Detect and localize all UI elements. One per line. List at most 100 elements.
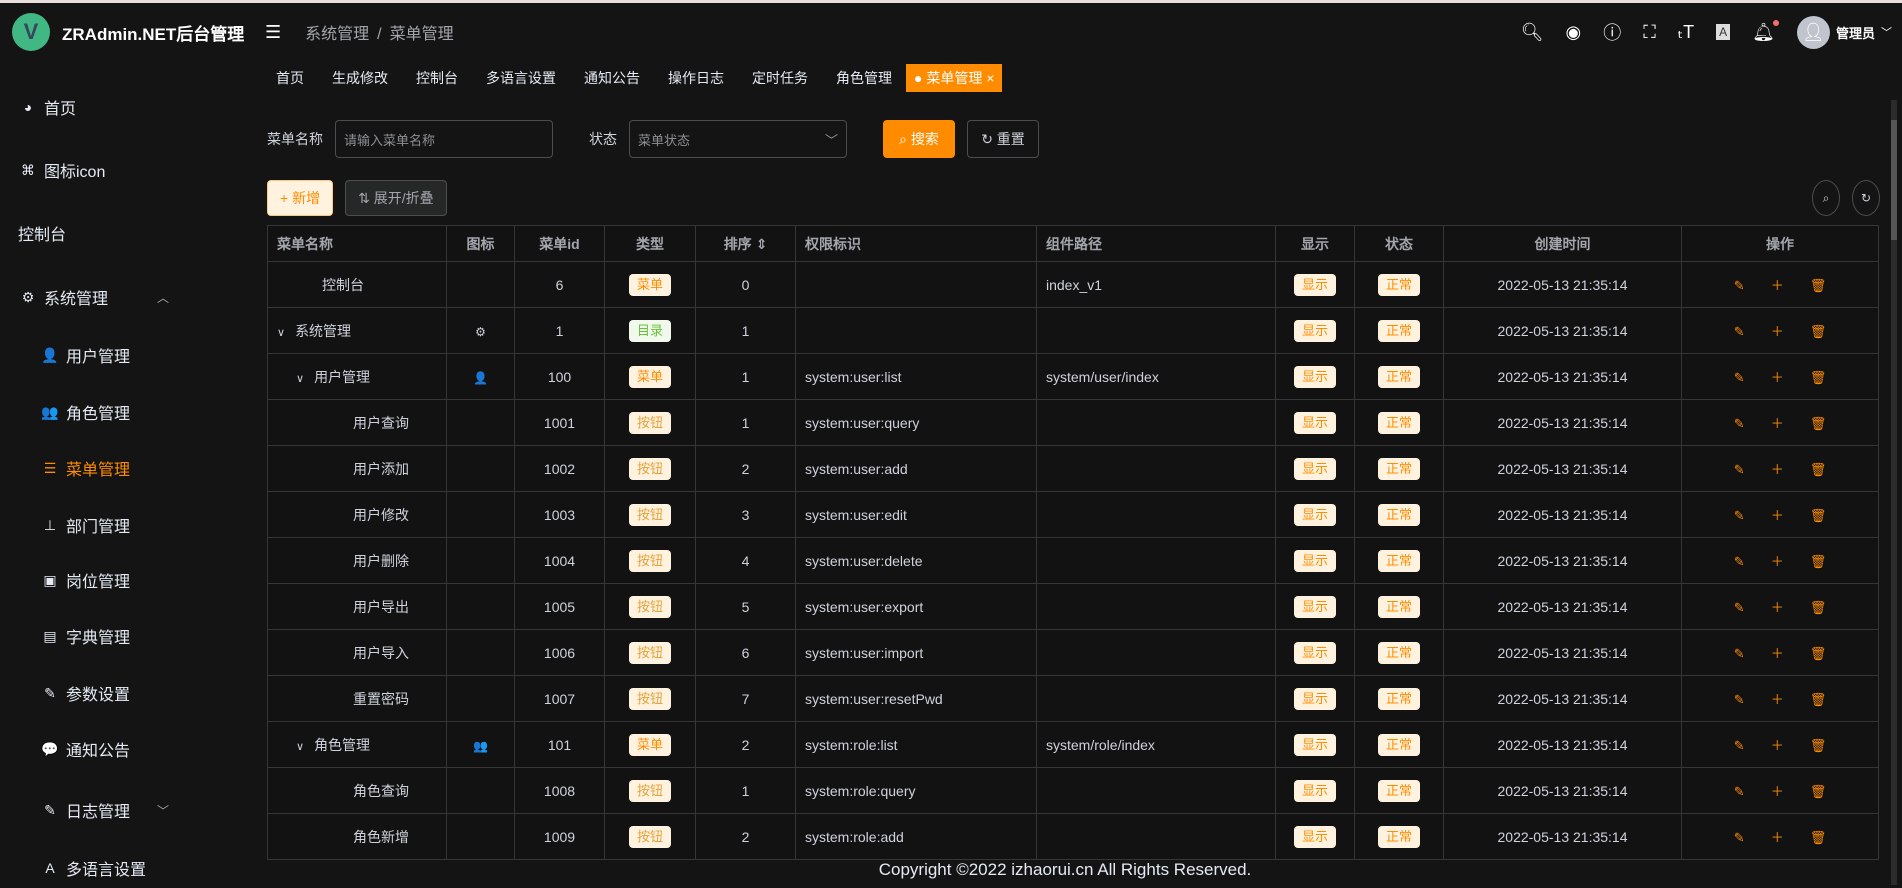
type-tag: 按钮: [628, 779, 671, 802]
tag-item[interactable]: 生成修改: [332, 70, 388, 86]
tag-item[interactable]: 角色管理: [836, 70, 892, 86]
menu-name-cell: 角色新增: [267, 813, 447, 860]
chevron-down-icon: ﹀: [1881, 27, 1892, 39]
sidebar-item[interactable]: ⌘ 图标icon: [0, 150, 249, 190]
tag-item[interactable]: 通知公告: [584, 70, 640, 86]
edit-icon[interactable]: ✎: [1733, 278, 1745, 293]
plus-icon[interactable]: ＋: [1770, 554, 1784, 569]
plus-icon[interactable]: ＋: [1770, 462, 1784, 477]
edit-icon[interactable]: ✎: [1733, 370, 1745, 385]
fullscreen-icon[interactable]: ⛶: [1643, 21, 1656, 42]
trash-icon[interactable]: 🗑︎: [1809, 278, 1827, 293]
search-button[interactable]: ⌕ 搜索: [883, 120, 955, 158]
sidebar-item-label: 部门管理: [66, 519, 131, 536]
trash-icon[interactable]: 🗑︎: [1809, 416, 1827, 431]
language-icon[interactable]: A: [1716, 24, 1731, 40]
edit-icon[interactable]: ✎: [1733, 508, 1745, 523]
sidebar-item[interactable]: ▤ 字典管理: [0, 616, 249, 656]
edit-icon[interactable]: ✎: [1733, 416, 1745, 431]
tag-item[interactable]: ● 菜单管理 ×: [906, 64, 1003, 92]
tag-item[interactable]: 操作日志: [668, 70, 724, 86]
status-select[interactable]: 菜单状态 ﹀: [629, 120, 847, 158]
trash-icon[interactable]: 🗑︎: [1809, 508, 1827, 523]
sidebar-item[interactable]: A 多语言设置: [0, 848, 249, 888]
tag-item[interactable]: 定时任务: [752, 70, 808, 86]
plus-icon[interactable]: ＋: [1770, 692, 1784, 707]
plus-icon[interactable]: ＋: [1770, 416, 1784, 431]
edit-icon[interactable]: ✎: [1733, 554, 1745, 569]
order: 1: [695, 353, 796, 400]
bell-icon[interactable]: 🔔︎: [1752, 19, 1779, 42]
avatar[interactable]: 👤︎: [1796, 15, 1830, 49]
refresh-icon[interactable]: ↻: [1852, 180, 1880, 216]
trash-icon[interactable]: 🗑︎: [1809, 830, 1827, 845]
github-icon[interactable]: ◉: [1565, 21, 1582, 42]
sidebar-item[interactable]: ☰ 菜单管理: [0, 448, 249, 488]
trash-icon[interactable]: 🗑︎: [1809, 784, 1827, 799]
menu-name-input[interactable]: 请输入菜单名称: [335, 120, 553, 158]
visible-cell: 显示: [1275, 813, 1355, 860]
sidebar-item[interactable]: ◕ 首页: [0, 87, 249, 127]
tag-item[interactable]: 控制台: [416, 70, 458, 86]
sidebar-item[interactable]: 👤 用户管理: [0, 335, 249, 375]
edit-icon[interactable]: ✎: [1733, 600, 1745, 615]
trash-icon[interactable]: 🗑︎: [1809, 324, 1827, 339]
plus-icon[interactable]: ＋: [1770, 370, 1784, 385]
plus-icon[interactable]: ＋: [1770, 278, 1784, 293]
scrollbar[interactable]: [1891, 100, 1897, 885]
edit-icon[interactable]: ✎: [1733, 462, 1745, 477]
trash-icon[interactable]: 🗑︎: [1809, 738, 1827, 753]
expand-caret-icon[interactable]: ∨: [277, 326, 286, 339]
help-icon[interactable]: ⓘ: [1603, 23, 1622, 43]
sidebar-item[interactable]: ✎ 参数设置: [0, 673, 249, 713]
column-header[interactable]: 排序 ⇕: [695, 225, 796, 262]
sidebar-item[interactable]: ✎ 日志管理 ﹀: [0, 790, 249, 830]
status-placeholder: 菜单状态: [638, 132, 691, 148]
edit-icon[interactable]: ✎: [1733, 738, 1745, 753]
tag-item[interactable]: 多语言设置: [486, 70, 556, 86]
trash-icon[interactable]: 🗑︎: [1809, 462, 1827, 477]
edit-icon[interactable]: ✎: [1733, 692, 1745, 707]
permission: system:user:list: [795, 353, 1037, 400]
sidebar-item[interactable]: ⊥ 部门管理: [0, 505, 249, 545]
plus-icon[interactable]: ＋: [1770, 600, 1784, 615]
breadcrumb-item[interactable]: 系统管理: [305, 26, 370, 43]
order: 6: [695, 629, 796, 676]
scrollbar-thumb[interactable]: [1891, 120, 1897, 240]
trash-icon[interactable]: 🗑︎: [1809, 646, 1827, 661]
trash-icon[interactable]: 🗑︎: [1809, 554, 1827, 569]
plus-icon[interactable]: ＋: [1770, 830, 1784, 845]
plus-icon[interactable]: ＋: [1770, 738, 1784, 753]
font-size-icon[interactable]: ₜT: [1677, 21, 1695, 42]
expand-caret-icon[interactable]: ∨: [296, 740, 305, 753]
icon-cell: [446, 675, 515, 722]
trash-icon[interactable]: 🗑︎: [1809, 600, 1827, 615]
tag-item[interactable]: 首页: [276, 70, 304, 86]
trash-icon[interactable]: 🗑︎: [1809, 370, 1827, 385]
plus-icon[interactable]: ＋: [1770, 324, 1784, 339]
menu-table: 菜单名称 图标 菜单id 类型 排序 ⇕ 权限标识 组件路径 显示 状态 创建时间 操作 控制台 6…: [267, 225, 1879, 860]
plus-icon[interactable]: ＋: [1770, 646, 1784, 661]
permission: system:role:add: [795, 813, 1037, 860]
sidebar-item[interactable]: 控制台: [0, 213, 249, 253]
hamburger-icon[interactable]: ☰: [265, 21, 282, 42]
sidebar-item[interactable]: 👥 角色管理: [0, 392, 249, 432]
expand-collapse-button[interactable]: ⇅ 展开/折叠: [345, 180, 447, 216]
plus-icon[interactable]: ＋: [1770, 508, 1784, 523]
search-icon[interactable]: 🔍︎: [1520, 21, 1544, 42]
reset-button[interactable]: ↻ 重置: [967, 120, 1039, 158]
user-menu[interactable]: 👤︎ 管理员 ﹀: [1796, 15, 1892, 49]
toggle-search-icon[interactable]: ⌕: [1812, 180, 1840, 216]
edit-icon[interactable]: ✎: [1733, 646, 1745, 661]
sidebar-item[interactable]: ⚙ 系统管理 ︿: [0, 277, 249, 317]
sidebar-item[interactable]: 💬 通知公告: [0, 729, 249, 769]
edit-icon[interactable]: ✎: [1733, 830, 1745, 845]
plus-icon[interactable]: ＋: [1770, 784, 1784, 799]
actions-cell: ✎ ＋ 🗑︎: [1681, 629, 1879, 676]
edit-icon[interactable]: ✎: [1733, 784, 1745, 799]
add-button[interactable]: + 新增: [267, 180, 334, 216]
expand-caret-icon[interactable]: ∨: [296, 372, 305, 385]
edit-icon[interactable]: ✎: [1733, 324, 1745, 339]
sidebar-item[interactable]: ▣ 岗位管理: [0, 560, 249, 600]
trash-icon[interactable]: 🗑︎: [1809, 692, 1827, 707]
